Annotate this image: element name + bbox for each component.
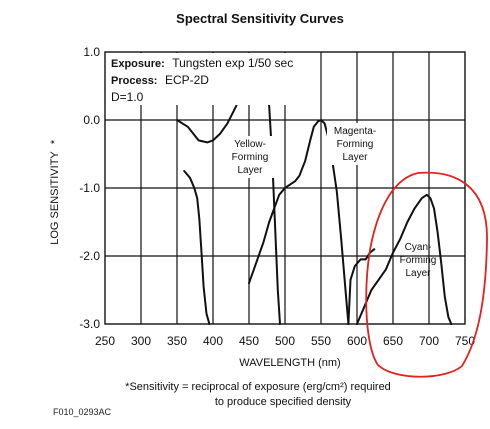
- series-label-1-line-0: Magenta-: [334, 126, 376, 137]
- series-label-0-line-0: Yellow-: [234, 139, 266, 150]
- series-line-1-segment-0: [248, 119, 350, 325]
- x-tick-label-600: 600: [347, 334, 367, 348]
- process-line: Process: ECP-2D: [111, 71, 209, 88]
- x-tick-label-550: 550: [311, 334, 331, 348]
- x-tick-label-350: 350: [167, 334, 187, 348]
- series-label-2-line-2: Layer: [405, 268, 431, 279]
- highlight-circle-annotation: [365, 171, 488, 378]
- x-tick-label-650: 650: [383, 334, 403, 348]
- series-label-2-line-1: Forming: [400, 255, 437, 266]
- exposure-value: Tungsten exp 1/50 sec: [172, 56, 293, 70]
- x-tick-label-450: 450: [239, 334, 259, 348]
- series-label-1-line-2: Layer: [342, 152, 368, 163]
- y-tick-label-1: 0.0: [83, 113, 100, 127]
- x-tick-label-700: 700: [419, 334, 439, 348]
- figure-code: F010_0293AC: [53, 407, 112, 417]
- y-tick-label-0: 1.0: [83, 45, 100, 59]
- y-tick-label-2: -1.0: [79, 181, 100, 195]
- y-tick-labels: 1.0 0.0 -1.0 -2.0 -3.0: [79, 45, 100, 331]
- chart-title: Spectral Sensitivity Curves: [176, 11, 344, 26]
- x-tick-label-500: 500: [275, 334, 295, 348]
- series-label-2-line-0: Cyan-: [405, 242, 432, 253]
- x-tick-label-300: 300: [131, 334, 151, 348]
- y-tick-label-3: -2.0: [79, 249, 100, 263]
- series-line-2-segment-0: [356, 193, 453, 325]
- sensitivity-curves: [176, 74, 453, 325]
- footnote-line-2: to produce specified density: [215, 396, 352, 408]
- exposure-info-box: Exposure: Tungsten exp 1/50 sec Process:…: [107, 53, 309, 105]
- x-axis-label: WAVELENGTH (nm): [239, 357, 340, 369]
- x-tick-label-250: 250: [95, 334, 115, 348]
- y-tick-label-4: -3.0: [79, 317, 100, 331]
- series-label-background-0: [222, 136, 278, 178]
- exposure-label: Exposure:: [111, 58, 165, 70]
- plot-frame: [104, 51, 466, 325]
- process-value: ECP-2D: [165, 73, 209, 87]
- x-tick-labels: 250 300 350 400 450 500 550 600 650 700 750: [95, 334, 475, 348]
- series-label-0-line-2: Layer: [237, 165, 263, 176]
- y-axis-label: LOG SENSITIVITY: [49, 151, 61, 245]
- series-line-0-segment-1: [183, 170, 211, 325]
- process-label: Process:: [111, 75, 157, 87]
- x-tick-label-750: 750: [455, 334, 475, 348]
- series-label-background-1: [327, 123, 383, 165]
- info-box-background: [107, 53, 309, 105]
- density-value: D=1.0: [111, 90, 144, 104]
- series-label-1-line-1: Forming: [337, 139, 374, 150]
- series-labels: Yellow- Forming Layer Magenta- Forming Layer C…: [222, 123, 436, 279]
- series-label-0-line-1: Forming: [232, 152, 269, 163]
- x-tick-label-400: 400: [203, 334, 223, 348]
- exposure-line: Exposure: Tungsten exp 1/50 sec: [111, 54, 293, 71]
- y-axis-label-marker: *: [49, 139, 61, 144]
- series-line-0-segment-0: [176, 74, 281, 325]
- footnote-line-1: *Sensitivity = reciprocal of exposure (e…: [125, 381, 391, 393]
